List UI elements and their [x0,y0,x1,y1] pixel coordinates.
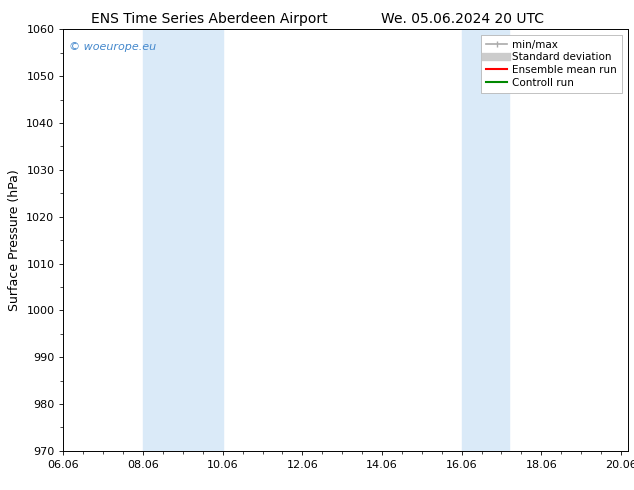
Text: ENS Time Series Aberdeen Airport: ENS Time Series Aberdeen Airport [91,12,328,26]
Text: © woeurope.eu: © woeurope.eu [69,42,156,52]
Bar [462,29,509,451]
Y-axis label: Surface Pressure (hPa): Surface Pressure (hPa) [8,169,21,311]
Legend: min/max, Standard deviation, Ensemble mean run, Controll run: min/max, Standard deviation, Ensemble me… [481,35,623,93]
Bar [143,29,223,451]
Text: We. 05.06.2024 20 UTC: We. 05.06.2024 20 UTC [381,12,545,26]
